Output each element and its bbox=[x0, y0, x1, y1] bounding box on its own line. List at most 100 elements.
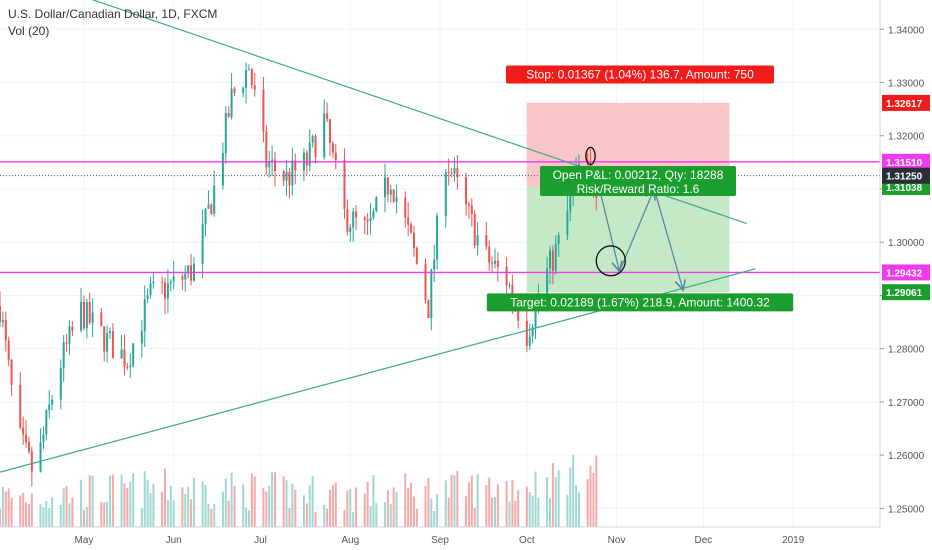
volume-bar bbox=[444, 480, 447, 527]
price-tick-label: 1.26000 bbox=[888, 451, 925, 462]
candle-down bbox=[496, 260, 499, 267]
volume-indicator-label[interactable]: Vol (20) bbox=[8, 24, 50, 38]
symbol-title[interactable]: U.S. Dollar/Canadian Dollar, 1D, FXCM bbox=[8, 7, 218, 21]
time-tick-label: Dec bbox=[695, 535, 713, 546]
candle-up bbox=[430, 269, 433, 319]
volume-bar bbox=[427, 477, 430, 527]
target-label-bg bbox=[486, 293, 794, 312]
volume-bar bbox=[45, 501, 48, 527]
candle-down bbox=[424, 263, 427, 301]
volume-bar bbox=[386, 490, 389, 527]
volume-bar bbox=[294, 489, 297, 527]
volume-bar bbox=[22, 492, 25, 527]
candle-down bbox=[123, 349, 126, 367]
volume-bar bbox=[575, 485, 578, 527]
volume-bar bbox=[366, 481, 369, 527]
volume-bar bbox=[19, 495, 22, 527]
candle-down bbox=[511, 284, 514, 300]
pnl-label: Open P&L: 0.00212, Qty: 18288Risk/Reward… bbox=[540, 165, 736, 196]
candle-down bbox=[100, 312, 103, 327]
level-tag-text: 1.29432 bbox=[886, 268, 923, 279]
volume-bar bbox=[39, 504, 42, 527]
time-tick-label: Aug bbox=[341, 535, 359, 546]
volume-bar bbox=[250, 473, 253, 527]
candle-down bbox=[305, 152, 308, 166]
candle-up bbox=[494, 260, 496, 264]
volume-bar bbox=[467, 482, 470, 527]
candle-down bbox=[126, 366, 129, 368]
candle-up bbox=[106, 332, 109, 352]
annotation-circle bbox=[585, 146, 596, 166]
candle-down bbox=[7, 340, 10, 360]
price-tag bbox=[882, 94, 930, 111]
candle-down bbox=[88, 302, 91, 323]
candle-down bbox=[586, 163, 589, 165]
volume-bar bbox=[404, 473, 407, 527]
candle-up bbox=[62, 342, 65, 368]
volume-bar bbox=[80, 480, 83, 527]
candle-down bbox=[294, 160, 297, 171]
volume-bar bbox=[204, 484, 207, 527]
candle-up bbox=[389, 189, 392, 195]
volume-bar bbox=[308, 485, 311, 527]
volume-bar bbox=[450, 474, 453, 527]
volume-bar bbox=[566, 494, 569, 527]
volume-bar bbox=[282, 476, 285, 527]
volume-bar bbox=[505, 480, 508, 527]
candle-down bbox=[0, 306, 1, 323]
candle-up bbox=[566, 211, 569, 236]
volume-bar bbox=[436, 494, 439, 527]
volume-bar bbox=[407, 487, 410, 527]
candle-up bbox=[375, 197, 378, 212]
volume-bar bbox=[508, 501, 511, 527]
candle-down bbox=[491, 262, 494, 264]
volume-bar bbox=[456, 470, 459, 527]
time-axis: May Jun Jul Aug Sep Oct Nov Dec 2019 bbox=[0, 526, 932, 550]
candle-up bbox=[546, 268, 549, 298]
candle-up bbox=[508, 284, 511, 286]
candle-up bbox=[557, 235, 560, 244]
volume-bar bbox=[415, 508, 418, 527]
candle-up bbox=[172, 276, 175, 282]
candle-down bbox=[4, 320, 7, 341]
volume-bar bbox=[65, 486, 68, 527]
volume-bar bbox=[274, 472, 276, 527]
volume-bar bbox=[569, 467, 572, 527]
volume-bar bbox=[109, 475, 111, 527]
candle-up bbox=[531, 327, 534, 337]
volume-bar bbox=[82, 509, 85, 527]
candle-up bbox=[51, 399, 54, 405]
candle-up bbox=[453, 168, 456, 174]
volume-bar bbox=[586, 479, 589, 527]
volume-bar bbox=[233, 485, 236, 527]
volume-bar bbox=[389, 503, 392, 527]
volume-bar bbox=[268, 485, 271, 527]
candle-down bbox=[404, 197, 407, 218]
volume-bar bbox=[42, 507, 45, 527]
candle-down bbox=[467, 204, 470, 206]
candle-down bbox=[181, 276, 184, 280]
candle-down bbox=[470, 205, 473, 214]
candle-up bbox=[143, 299, 146, 332]
volume-bar bbox=[595, 455, 598, 527]
candle-up bbox=[372, 211, 375, 218]
current-price-tag bbox=[882, 167, 930, 184]
candle-down bbox=[103, 326, 106, 352]
candle-down bbox=[427, 300, 430, 319]
price-tag bbox=[882, 284, 930, 301]
volume-bar bbox=[395, 492, 398, 527]
volume-bar bbox=[329, 489, 331, 527]
volume-bar bbox=[577, 492, 580, 527]
volume-bar bbox=[551, 462, 554, 527]
volume-bar bbox=[146, 480, 149, 527]
time-tick-label: Sep bbox=[431, 535, 449, 546]
volume-bar bbox=[534, 471, 537, 527]
level-tag-text: 1.31510 bbox=[886, 158, 923, 169]
volume-bar bbox=[592, 472, 595, 527]
candle-down bbox=[164, 282, 166, 299]
volume-bar bbox=[224, 478, 227, 527]
volume-bar bbox=[326, 508, 329, 527]
candle-down bbox=[331, 143, 334, 153]
price-tick-label: 1.30000 bbox=[888, 238, 925, 249]
